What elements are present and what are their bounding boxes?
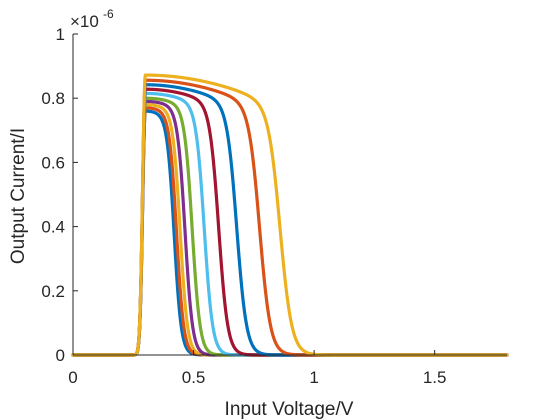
y-tick-label: 0.8 (41, 89, 65, 108)
y-axis-label: Output Current/I (8, 128, 29, 264)
y-tick-label: 0.4 (41, 218, 65, 237)
y-tick-label: 0 (56, 346, 65, 365)
x-tick-label: 0 (68, 368, 77, 387)
y-tick-label: 0.6 (41, 153, 65, 172)
x-tick-label: 1 (309, 368, 318, 387)
y-exponent-power: -6 (103, 7, 114, 21)
y-tick-label: 0.2 (41, 282, 65, 301)
axes-group: 0 0.5 1 1.5 0 0.2 0.4 0.6 0.8 1 (41, 25, 507, 387)
x-tick-label: 0.5 (182, 368, 206, 387)
y-tick-label: 1 (56, 25, 65, 44)
x-axis-label: Input Voltage/V (225, 399, 354, 420)
y-exponent-label: ×10 (70, 12, 99, 31)
x-tick-label: 1.5 (423, 368, 447, 387)
